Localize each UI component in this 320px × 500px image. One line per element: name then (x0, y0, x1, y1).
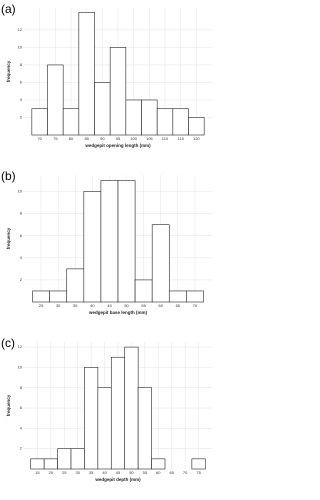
y-tick-label: 10 (18, 44, 23, 49)
x-tick-label: 70 (37, 136, 42, 141)
bar (110, 356, 126, 470)
x-tick-label: 70 (193, 303, 198, 308)
x-tick-label: 65 (176, 303, 181, 308)
bar (191, 458, 206, 470)
x-tick-label: 35 (89, 470, 94, 475)
x-tick-label: 120 (193, 136, 200, 141)
bar (134, 279, 153, 303)
y-tick-label: 12 (18, 27, 23, 32)
figure: (a) 2 4 6 8 10 12 70 75 80 85 90 95 100 105 110 115 120 we… (1, 2, 212, 482)
y-axis-title: frequency (6, 60, 11, 82)
x-tick-label: 25 (39, 303, 44, 308)
x-tick-label: 40 (102, 470, 107, 475)
bar (62, 108, 80, 136)
bar (31, 108, 48, 136)
bar (30, 458, 45, 470)
x-tick-label: 70 (183, 470, 188, 475)
y-tick-label: 10 (18, 189, 23, 194)
x-axis-title: wedgepit base length (mm) (88, 310, 148, 315)
bar (151, 458, 166, 470)
bar (137, 387, 152, 470)
x-tick-label: 90 (100, 136, 105, 141)
bar (109, 47, 127, 136)
y-tick-label: 8 (20, 211, 23, 216)
y-tick-label: 8 (20, 62, 23, 67)
bar (125, 99, 142, 136)
x-tick-label: 20 (49, 470, 54, 475)
y-tick-label: 4 (20, 97, 23, 102)
bar (66, 268, 85, 303)
x-tick-label: 75 (53, 136, 58, 141)
x-tick-label: 95 (116, 136, 121, 141)
bar (141, 99, 158, 136)
x-tick-label: 85 (84, 136, 89, 141)
x-tick-label: 75 (196, 470, 201, 475)
x-tick-label: 30 (56, 303, 61, 308)
x-tick-label: 55 (143, 470, 148, 475)
x-tick-label: 30 (75, 470, 80, 475)
x-tick-label: 115 (177, 136, 184, 141)
x-tick-label: 80 (69, 136, 74, 141)
y-tick-label: 2 (20, 446, 23, 451)
x-tick-label: 55 (141, 303, 146, 308)
bar (83, 191, 102, 303)
y-tick-label: 12 (18, 344, 23, 349)
bar (84, 367, 99, 470)
bar (32, 290, 50, 303)
x-axis-title: wedgepit depth (mm) (94, 477, 141, 482)
panel-label: (b) (1, 169, 16, 183)
bar (97, 387, 112, 470)
bar (78, 12, 95, 136)
bar (49, 290, 68, 303)
x-tick-label: 50 (129, 470, 134, 475)
x-tick-label: 45 (116, 470, 121, 475)
bar (186, 290, 204, 303)
y-tick-label: 6 (20, 80, 23, 85)
bar (117, 180, 136, 303)
bar (188, 117, 205, 136)
bar (124, 346, 139, 470)
y-tick-label: 2 (20, 277, 23, 282)
panel-label: (a) (1, 2, 16, 16)
bar (47, 64, 64, 136)
y-tick-label: 4 (20, 425, 23, 430)
x-tick-label: 35 (73, 303, 78, 308)
x-tick-label: 100 (130, 136, 137, 141)
x-tick-label: 105 (146, 136, 153, 141)
y-tick-label: 10 (18, 364, 23, 369)
bar (94, 82, 111, 136)
x-axis-title: wedgepit opening length (mm) (84, 143, 151, 148)
y-tick-label: 6 (20, 233, 23, 238)
bar (43, 458, 58, 470)
panel-label: (c) (1, 336, 15, 350)
bar (100, 180, 119, 303)
y-axis-title: frequency (6, 227, 11, 249)
y-tick-label: 6 (20, 405, 23, 410)
bar (57, 448, 72, 470)
x-tick-label: 110 (162, 136, 169, 141)
x-tick-label: 60 (159, 303, 164, 308)
bar (156, 108, 174, 136)
x-tick-label: 50 (124, 303, 129, 308)
y-tick-label: 4 (20, 255, 23, 260)
x-tick-label: 40 (90, 303, 95, 308)
x-tick-label: 60 (156, 470, 161, 475)
bar (151, 224, 170, 303)
x-tick-label: 25 (62, 470, 67, 475)
x-tick-label: 65 (169, 470, 174, 475)
bar (70, 448, 85, 470)
x-tick-label: 15 (35, 470, 40, 475)
bar (168, 290, 187, 303)
y-tick-label: 8 (20, 385, 23, 390)
bar (172, 108, 189, 136)
y-tick-label: 2 (20, 115, 23, 120)
y-axis-title: frequency (6, 394, 11, 416)
x-tick-label: 45 (107, 303, 112, 308)
